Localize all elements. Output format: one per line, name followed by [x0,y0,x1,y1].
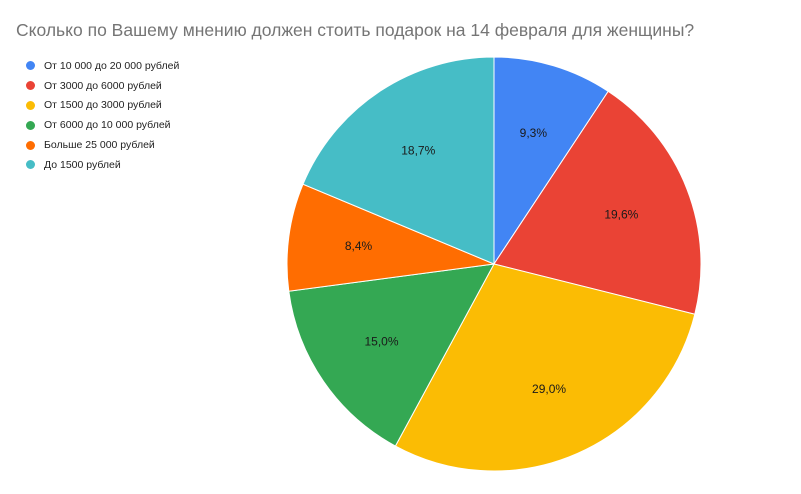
legend-label: От 10 000 до 20 000 рублей [44,59,180,72]
pie-slices [286,56,702,472]
legend-label: От 6000 до 10 000 рублей [44,119,171,132]
pie-labels: 9,3% 19,6% 29,0% 15,0% 8,4% 18,7% [345,126,639,396]
pie-slice[interactable] [302,56,495,265]
legend-item[interactable]: От 3000 до 6000 рублей [22,76,179,96]
legend-item[interactable]: От 10 000 до 20 000 рублей [22,56,179,76]
legend-item[interactable]: Больше 25 000 рублей [22,135,179,155]
pie-slice[interactable] [493,56,609,266]
slice-percentage-label: 15,0% [364,335,398,349]
legend-label: От 3000 до 6000 рублей [44,79,162,92]
legend-label: Больше 25 000 рублей [44,139,155,152]
pie-slice[interactable] [394,263,696,472]
slice-percentage-label: 9,3% [520,126,548,140]
legend-color-dot-icon [26,100,35,110]
legend-item[interactable]: До 1500 рублей [22,155,179,175]
legend-label: От 1500 до 3000 рублей [44,99,162,112]
legend-color-dot-icon [26,120,35,130]
legend-color-dot-icon [26,160,35,170]
slice-percentage-label: 18,7% [401,143,435,157]
slice-percentage-label: 29,0% [532,382,566,396]
legend-color-dot-icon [26,140,35,150]
slice-percentage-label: 8,4% [345,239,373,253]
legend-item[interactable]: От 1500 до 3000 рублей [22,96,179,116]
legend-label: До 1500 рублей [44,158,121,171]
legend-item[interactable]: От 6000 до 10 000 рублей [22,115,179,135]
legend-color-dot-icon [26,61,35,71]
pie-slice[interactable] [288,263,495,447]
pie-slice[interactable] [493,90,702,315]
legend-color-dot-icon [26,81,35,91]
slice-percentage-label: 19,6% [604,208,638,222]
pie-slice[interactable] [286,183,496,292]
chart-title: Сколько по Вашему мнению должен стоить п… [16,20,695,40]
chart-legend: От 10 000 до 20 000 рублей От 3000 до 60… [22,56,179,175]
